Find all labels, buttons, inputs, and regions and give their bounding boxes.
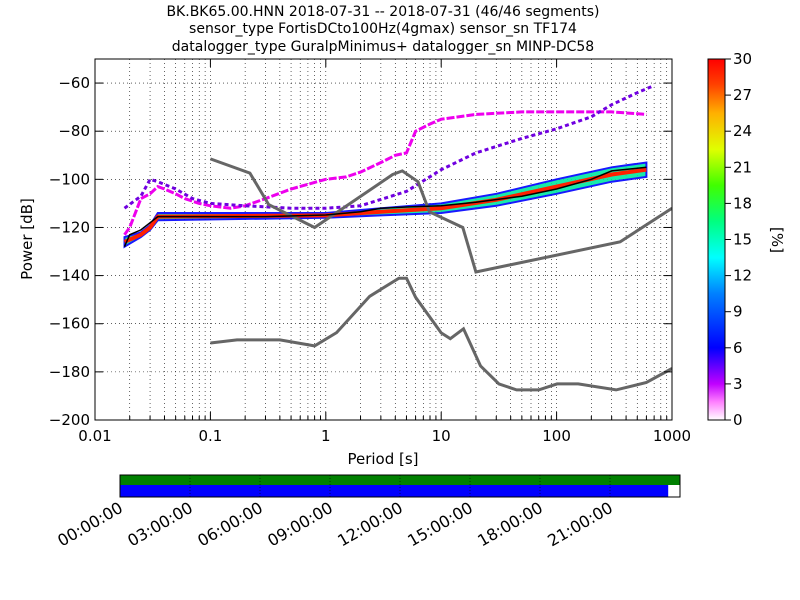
time-tick-label: 21:00:00 — [544, 498, 616, 550]
figure-title: BK.BK65.00.HNN 2018-07-31 -- 2018-07-31 … — [166, 4, 599, 55]
y-tick-label: −200 — [49, 411, 90, 429]
x-tick-label: 100 — [542, 427, 571, 445]
time-tick-label: 09:00:00 — [264, 498, 336, 550]
colorbar-label: [%] — [768, 227, 786, 253]
colorbar-tick-label: 24 — [733, 122, 752, 140]
x-tick-label: 1000 — [653, 427, 691, 445]
y-tick-label: −60 — [58, 74, 90, 92]
y-tick-label: −80 — [58, 122, 90, 140]
time-tick-label: 06:00:00 — [194, 498, 266, 550]
y-tick-label: −120 — [49, 218, 90, 236]
x-axis-ticks: 0.01 0.1 1 10 100 1000 — [78, 59, 691, 445]
y-tick-label: −180 — [49, 363, 90, 381]
title-line-2: sensor_type FortisDCto100Hz(4gmax) senso… — [189, 21, 577, 37]
upper-outlier-trace — [123, 110, 647, 236]
title-line-1: BK.BK65.00.HNN 2018-07-31 -- 2018-07-31 … — [166, 4, 599, 20]
colorbar-tick-label: 21 — [733, 158, 752, 176]
time-tick-label: 12:00:00 — [334, 498, 406, 550]
colorbar-tick-label: 18 — [733, 194, 752, 212]
time-tick-label: 18:00:00 — [474, 498, 546, 550]
new-low-noise-model — [210, 276, 672, 392]
colorbar-tick-label: 30 — [733, 50, 752, 68]
colorbar-tick-label: 9 — [733, 303, 743, 321]
psd-high-density-strip — [123, 167, 647, 244]
noise-models — [123, 157, 672, 392]
data-availability-bar — [120, 485, 669, 497]
x-tick-label: 0.1 — [198, 427, 222, 445]
psd-mode-curve — [123, 166, 647, 247]
title-line-3: datalogger_type GuralpMinimus+ datalogge… — [172, 39, 594, 55]
colorbar-ticks: 0 3 6 9 12 15 18 21 24 27 30 — [725, 50, 752, 429]
x-tick-label: 10 — [432, 427, 451, 445]
new-high-noise-model — [209, 157, 672, 274]
time-tick-label: 03:00:00 — [124, 498, 196, 550]
colorbar-tick-label: 3 — [733, 375, 743, 393]
y-tick-label: −160 — [49, 315, 90, 333]
psd-histogram — [123, 84, 655, 249]
colorbar-tick-label: 27 — [733, 86, 752, 104]
colorbar-tick-label: 6 — [733, 339, 743, 357]
colorbar — [707, 58, 726, 421]
x-tick-label: 1 — [321, 427, 331, 445]
time-coverage: 00:00:0003:00:0006:00:0009:00:0012:00:00… — [54, 474, 681, 550]
y-axis-ticks: −200 −180 −160 −140 −120 −100 −80 −60 — [49, 74, 672, 429]
time-tick-label: 15:00:00 — [404, 498, 476, 550]
colorbar-tick-label: 15 — [733, 231, 752, 249]
plot-area — [95, 59, 672, 420]
y-axis-label: Power [dB] — [18, 198, 36, 280]
plot-frame — [94, 58, 673, 421]
coverage-bar — [120, 475, 680, 485]
colorbar-tick-label: 12 — [733, 267, 752, 285]
lower-outlier-trace — [123, 84, 655, 210]
time-tick-label: 00:00:00 — [54, 498, 126, 550]
colorbar-tick-label: 0 — [733, 411, 743, 429]
y-tick-label: −100 — [49, 170, 90, 188]
y-tick-label: −140 — [49, 267, 90, 285]
x-axis-label: Period [s] — [347, 450, 418, 468]
x-tick-label: 0.01 — [78, 427, 111, 445]
